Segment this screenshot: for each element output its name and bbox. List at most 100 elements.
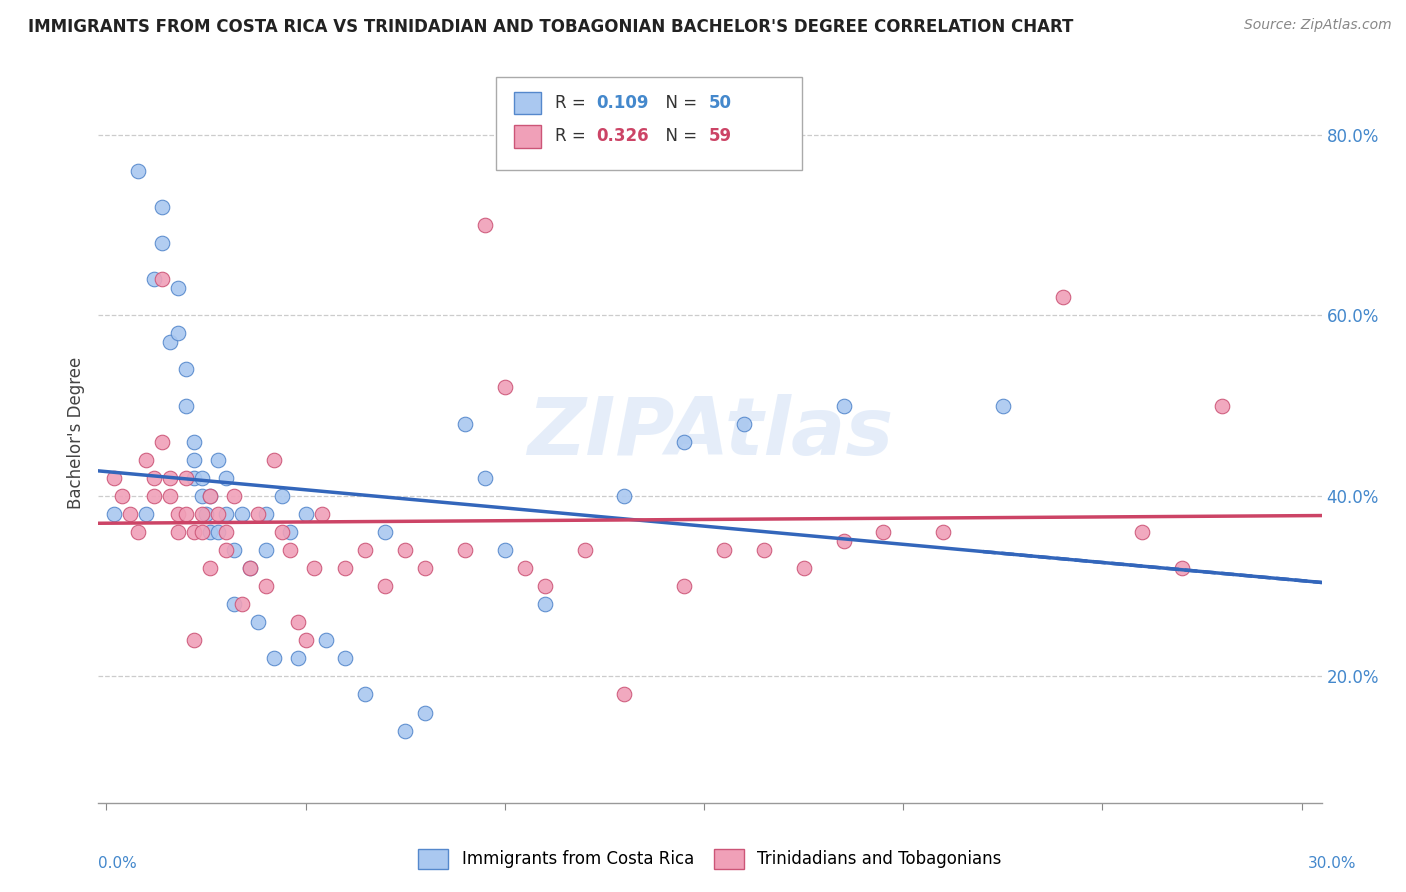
- Text: 0.109: 0.109: [596, 95, 648, 112]
- Point: [239, 561, 262, 575]
- Point: [222, 489, 245, 503]
- Point: [127, 524, 149, 539]
- Point: [287, 651, 309, 665]
- Text: 0.0%: 0.0%: [98, 856, 138, 871]
- Point: [167, 507, 190, 521]
- Point: [215, 524, 238, 539]
- Point: [354, 688, 377, 702]
- Point: [239, 561, 262, 575]
- Point: [270, 524, 292, 539]
- Point: [1171, 561, 1194, 575]
- Point: [315, 633, 337, 648]
- Point: [207, 452, 229, 467]
- Point: [111, 489, 134, 503]
- Point: [413, 706, 436, 720]
- Legend: Immigrants from Costa Rica, Trinidadians and Tobagonians: Immigrants from Costa Rica, Trinidadians…: [419, 849, 1001, 869]
- Point: [413, 561, 436, 575]
- Point: [294, 507, 316, 521]
- Point: [135, 452, 157, 467]
- Point: [294, 633, 316, 648]
- Point: [215, 507, 238, 521]
- Point: [752, 543, 775, 558]
- Point: [991, 399, 1014, 413]
- Text: IMMIGRANTS FROM COSTA RICA VS TRINIDADIAN AND TOBAGONIAN BACHELOR'S DEGREE CORRE: IMMIGRANTS FROM COSTA RICA VS TRINIDADIA…: [28, 18, 1074, 36]
- Point: [183, 471, 205, 485]
- Point: [270, 489, 292, 503]
- Point: [143, 471, 166, 485]
- Point: [174, 507, 197, 521]
- Point: [494, 380, 516, 394]
- Point: [454, 417, 477, 431]
- Point: [159, 489, 181, 503]
- Point: [222, 597, 245, 611]
- Point: [198, 561, 221, 575]
- FancyBboxPatch shape: [515, 126, 541, 147]
- Point: [872, 524, 894, 539]
- Point: [207, 524, 229, 539]
- Point: [103, 507, 125, 521]
- Point: [120, 507, 142, 521]
- FancyBboxPatch shape: [515, 92, 541, 114]
- Point: [932, 524, 955, 539]
- Point: [793, 561, 815, 575]
- Text: N =: N =: [655, 95, 703, 112]
- Point: [191, 524, 214, 539]
- Text: 59: 59: [709, 128, 733, 145]
- Text: ZIPAtlas: ZIPAtlas: [527, 393, 893, 472]
- Point: [215, 543, 238, 558]
- Point: [231, 507, 253, 521]
- Y-axis label: Bachelor's Degree: Bachelor's Degree: [66, 357, 84, 508]
- Point: [191, 471, 214, 485]
- Point: [127, 163, 149, 178]
- Point: [215, 471, 238, 485]
- Point: [150, 200, 173, 214]
- Point: [207, 507, 229, 521]
- Point: [167, 326, 190, 341]
- Point: [574, 543, 596, 558]
- Point: [198, 489, 221, 503]
- Point: [167, 281, 190, 295]
- Point: [191, 507, 214, 521]
- Point: [374, 524, 396, 539]
- Text: R =: R =: [555, 128, 591, 145]
- Point: [1052, 290, 1074, 304]
- Point: [474, 471, 496, 485]
- Point: [198, 489, 221, 503]
- Point: [167, 524, 190, 539]
- Point: [613, 688, 636, 702]
- Point: [394, 723, 416, 738]
- Point: [246, 615, 269, 630]
- Point: [195, 507, 218, 521]
- Point: [174, 399, 197, 413]
- Point: [302, 561, 325, 575]
- Point: [159, 471, 181, 485]
- Point: [454, 543, 477, 558]
- Point: [733, 417, 755, 431]
- Text: Source: ZipAtlas.com: Source: ZipAtlas.com: [1244, 18, 1392, 32]
- Point: [1130, 524, 1153, 539]
- Point: [254, 507, 277, 521]
- FancyBboxPatch shape: [496, 78, 801, 169]
- Point: [191, 489, 214, 503]
- Point: [1211, 399, 1233, 413]
- Point: [832, 399, 855, 413]
- Point: [183, 633, 205, 648]
- Text: 0.326: 0.326: [596, 128, 650, 145]
- Point: [183, 452, 205, 467]
- Point: [263, 651, 285, 665]
- Point: [354, 543, 377, 558]
- Point: [713, 543, 735, 558]
- Point: [335, 651, 357, 665]
- Point: [174, 471, 197, 485]
- Point: [263, 452, 285, 467]
- Point: [103, 471, 125, 485]
- Point: [183, 434, 205, 449]
- Point: [150, 434, 173, 449]
- Point: [335, 561, 357, 575]
- Point: [183, 524, 205, 539]
- Point: [311, 507, 333, 521]
- Point: [513, 561, 536, 575]
- Point: [231, 597, 253, 611]
- Point: [673, 434, 696, 449]
- Text: N =: N =: [655, 128, 703, 145]
